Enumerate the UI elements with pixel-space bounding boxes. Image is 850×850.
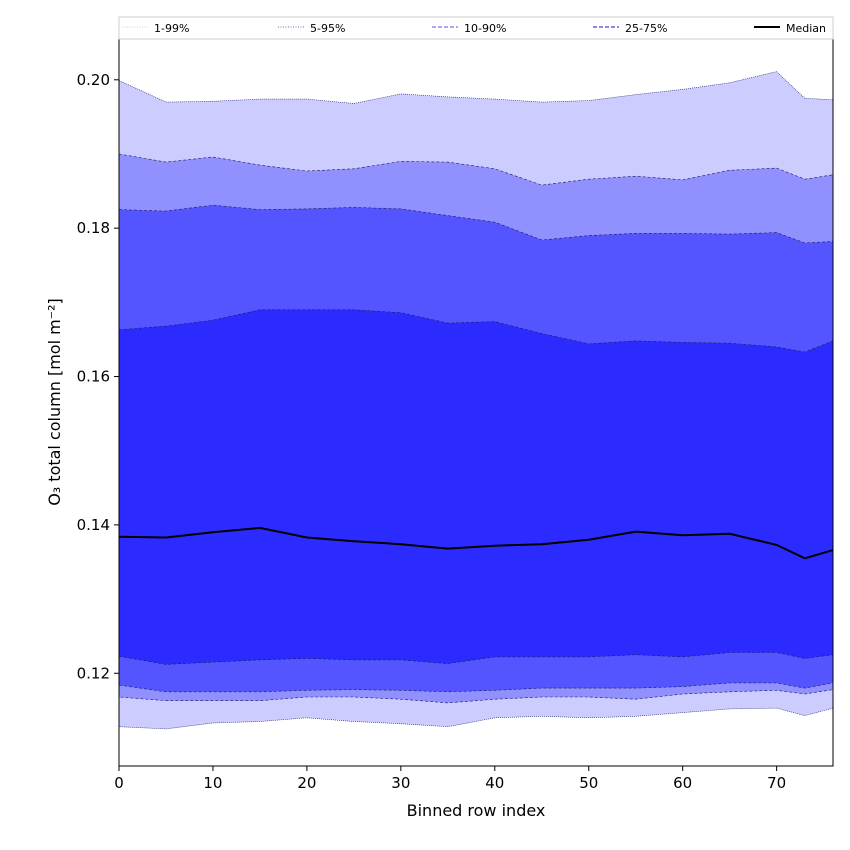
band-4 <box>118 309 834 665</box>
legend-label: 25-75% <box>625 22 667 35</box>
y-axis-ticks: 0.12 0.14 0.16 0.18 0.20 <box>77 71 119 682</box>
percentile-bands <box>118 42 834 763</box>
legend-label: 5-95% <box>310 22 345 35</box>
y-tick-label: 0.18 <box>77 219 110 237</box>
y-tick-label: 0.12 <box>77 664 110 682</box>
legend-box <box>118 16 834 40</box>
legend-label: 10-90% <box>464 22 506 35</box>
x-axis-label: Binned row index <box>407 801 546 820</box>
y-axis-label: O₃ total column [mol m⁻²] <box>45 298 64 506</box>
x-tick-label: 40 <box>485 774 504 792</box>
x-axis-ticks: 0 10 20 30 40 50 60 70 <box>114 766 786 792</box>
median-line-group <box>118 526 834 560</box>
y-tick-label: 0.20 <box>77 71 110 89</box>
x-tick-label: 50 <box>579 774 598 792</box>
legend: 1-99% 5-95% 10-90% 25-75% Median <box>118 16 834 40</box>
x-tick-label: 30 <box>391 774 410 792</box>
median-line <box>118 526 834 560</box>
x-tick-label: 60 <box>673 774 692 792</box>
x-tick-label: 0 <box>114 774 124 792</box>
y-tick-label: 0.16 <box>77 368 110 386</box>
y-tick-label: 0.14 <box>77 516 110 534</box>
x-tick-label: 70 <box>767 774 786 792</box>
legend-label: Median <box>786 22 826 35</box>
x-tick-label: 20 <box>297 774 316 792</box>
x-tick-label: 10 <box>203 774 222 792</box>
legend-label: 1-99% <box>154 22 189 35</box>
